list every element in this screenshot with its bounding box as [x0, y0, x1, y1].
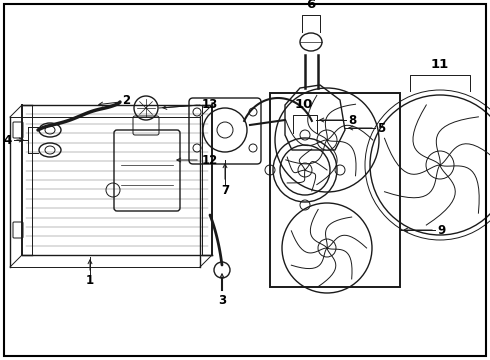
Text: 12: 12	[202, 153, 218, 166]
Text: 5: 5	[377, 122, 385, 135]
Text: 13: 13	[202, 99, 218, 112]
Text: 11: 11	[431, 58, 449, 72]
Text: 1: 1	[86, 274, 94, 287]
Text: 8: 8	[348, 113, 356, 126]
Text: 4: 4	[4, 134, 12, 147]
Circle shape	[317, 130, 337, 150]
Text: 3: 3	[218, 293, 226, 306]
Circle shape	[298, 163, 312, 177]
Text: 6: 6	[306, 0, 316, 12]
Text: 2: 2	[122, 94, 130, 108]
Text: 9: 9	[437, 224, 445, 237]
Circle shape	[318, 239, 336, 257]
Text: 7: 7	[221, 184, 229, 197]
Text: 10: 10	[295, 99, 313, 112]
Circle shape	[426, 151, 454, 179]
